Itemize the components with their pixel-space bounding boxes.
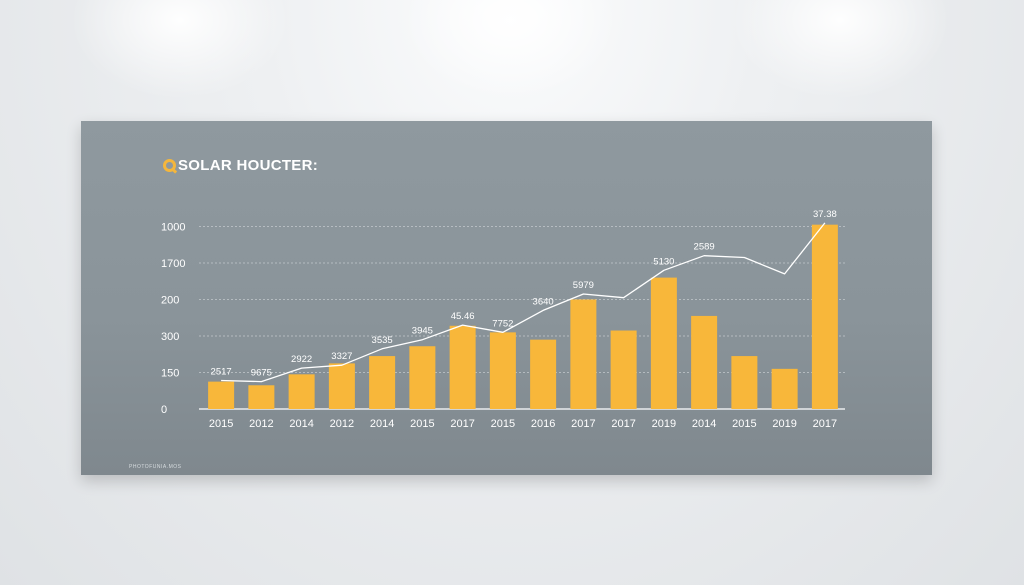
- x-tick-label: 2014: [692, 418, 716, 430]
- data-label: 7752: [492, 318, 513, 329]
- x-tick-label: 2015: [491, 418, 515, 430]
- x-axis-ticks: 2015 2012 2014 2012 2014 2015 2017 2015 2016 2017…: [209, 418, 837, 430]
- y-tick-label: 150: [161, 368, 179, 380]
- x-tick-label: 2017: [813, 418, 837, 430]
- x-tick-label: 2015: [410, 418, 434, 430]
- spotlight: [730, 0, 950, 100]
- data-label: 5979: [573, 280, 594, 291]
- chart-title-row: SOLAR HOUCTER:: [163, 155, 318, 175]
- x-tick-label: 2012: [330, 418, 354, 430]
- spotlight: [400, 0, 620, 100]
- bar: [771, 368, 798, 409]
- data-label: 5130: [653, 256, 674, 267]
- photo-credit: PHOTOFUNIA.MOS: [129, 464, 182, 470]
- bar-chart: 0 150 300 200 1700 1000 2517 9675 2922 3327 3535 3…: [161, 209, 845, 430]
- trend-line-layer: [221, 222, 826, 383]
- data-label: 3535: [372, 335, 393, 346]
- bar: [369, 356, 396, 409]
- bar: [691, 315, 718, 409]
- chart-title: SOLAR HOUCTER:: [178, 156, 319, 174]
- data-label: 37.38: [813, 209, 837, 220]
- bars: [208, 224, 838, 409]
- x-tick-label: 2019: [652, 418, 676, 430]
- bar: [208, 381, 235, 409]
- spotlight: [70, 0, 290, 100]
- search-icon: [163, 158, 176, 172]
- y-tick-label: 0: [161, 404, 167, 416]
- x-tick-label: 2014: [370, 418, 394, 430]
- data-label: 2517: [211, 367, 232, 378]
- y-tick-label: 1000: [161, 222, 185, 234]
- x-tick-label: 2015: [209, 418, 233, 430]
- bar: [570, 299, 597, 409]
- bar: [288, 374, 315, 409]
- data-label: 3327: [331, 351, 352, 362]
- trend-line: [221, 222, 826, 383]
- bar: [530, 339, 557, 409]
- data-label: 3640: [533, 296, 554, 307]
- data-label: 45.46: [451, 311, 475, 322]
- x-tick-label: 2016: [531, 418, 555, 430]
- bar: [328, 363, 355, 409]
- bar: [731, 356, 758, 409]
- x-tick-label: 2017: [450, 418, 474, 430]
- x-tick-label: 2014: [289, 418, 313, 430]
- bar: [409, 346, 436, 409]
- bar: [248, 385, 275, 409]
- chart-board: SOLAR HOUCTER: 0 150 300 200 1700 1000 2517 96…: [81, 121, 932, 475]
- x-tick-label: 2017: [571, 418, 595, 430]
- y-tick-label: 300: [161, 331, 179, 343]
- x-tick-label: 2015: [732, 418, 756, 430]
- bar: [489, 332, 516, 409]
- y-tick-label: 200: [161, 295, 179, 307]
- bar: [650, 277, 677, 409]
- data-labels: 2517 9675 2922 3327 3535 3945 45.46 7752 3640 597…: [211, 209, 837, 379]
- y-tick-label: 1700: [161, 258, 185, 270]
- bar: [811, 224, 838, 409]
- data-label: 3945: [412, 326, 433, 337]
- x-tick-label: 2017: [611, 418, 635, 430]
- bar: [610, 330, 637, 409]
- data-label: 2922: [291, 354, 312, 365]
- x-tick-label: 2012: [249, 418, 273, 430]
- y-axis-ticks: 0 150 300 200 1700 1000: [161, 222, 185, 417]
- bar: [449, 325, 476, 409]
- data-label: 2589: [694, 242, 715, 253]
- data-label: 9675: [251, 368, 272, 379]
- x-tick-label: 2019: [772, 418, 796, 430]
